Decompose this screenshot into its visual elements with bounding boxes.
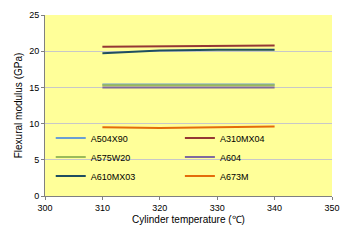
- svg-text:20: 20: [29, 46, 39, 56]
- svg-text:10: 10: [29, 119, 39, 129]
- svg-text:A504X90: A504X90: [91, 134, 128, 144]
- svg-text:A604: A604: [220, 153, 241, 163]
- svg-text:320: 320: [152, 203, 167, 213]
- svg-text:300: 300: [37, 203, 52, 213]
- svg-text:25: 25: [29, 10, 39, 20]
- svg-text:350: 350: [324, 203, 339, 213]
- svg-text:330: 330: [210, 203, 225, 213]
- svg-text:310: 310: [95, 203, 110, 213]
- svg-text:A610MX03: A610MX03: [91, 172, 136, 182]
- svg-text:Flexural modulus (GPa): Flexural modulus (GPa): [13, 53, 24, 159]
- svg-text:A310MX04: A310MX04: [220, 134, 265, 144]
- svg-text:5: 5: [34, 155, 39, 165]
- svg-text:A673M: A673M: [220, 172, 249, 182]
- svg-text:340: 340: [267, 203, 282, 213]
- svg-text:A575W20: A575W20: [91, 153, 131, 163]
- svg-text:Cylinder temperature (℃): Cylinder temperature (℃): [132, 214, 245, 225]
- svg-text:15: 15: [29, 83, 39, 93]
- svg-text:0: 0: [34, 191, 39, 201]
